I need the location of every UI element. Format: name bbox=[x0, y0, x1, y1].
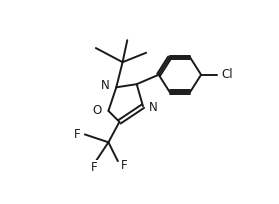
Text: N: N bbox=[101, 79, 110, 92]
Text: Cl: Cl bbox=[222, 68, 233, 81]
Text: F: F bbox=[121, 159, 128, 172]
Text: O: O bbox=[92, 104, 101, 117]
Text: F: F bbox=[74, 128, 80, 141]
Text: N: N bbox=[149, 101, 158, 114]
Text: F: F bbox=[91, 161, 98, 174]
